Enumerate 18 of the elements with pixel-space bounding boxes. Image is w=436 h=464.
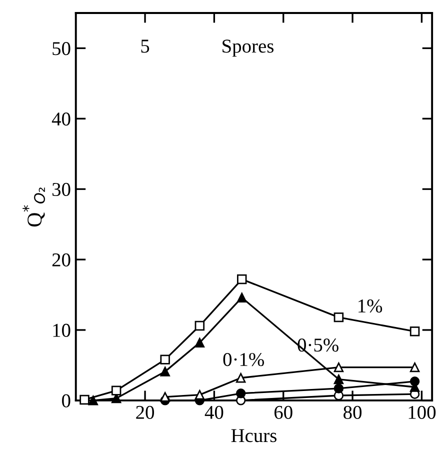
y-tick-label: 0: [62, 394, 70, 408]
y-tick-label: 40: [52, 112, 70, 126]
series-label: 0·5%: [298, 338, 338, 352]
y-tick-label: 50: [52, 42, 70, 56]
y-axis-title: Q$^{*}$$_{O₂}$: [22, 188, 46, 226]
y-tick-label: 20: [52, 253, 70, 266]
x-tick-label: 20: [136, 406, 154, 419]
series-label: 0·1%: [223, 352, 264, 366]
annotation: Spores: [222, 40, 274, 57]
y-tick-label: 30: [52, 182, 70, 196]
x-tick-label: 60: [274, 406, 292, 419]
series-label: 1%: [358, 299, 382, 313]
x-axis-title: Hcurs: [231, 429, 276, 442]
x-tick-label: 40: [204, 406, 224, 419]
x-tick-label: 80: [344, 406, 362, 419]
annotation: 5: [141, 40, 150, 53]
y-tick-label: 10: [53, 324, 70, 337]
x-tick-label: 100: [408, 406, 436, 419]
